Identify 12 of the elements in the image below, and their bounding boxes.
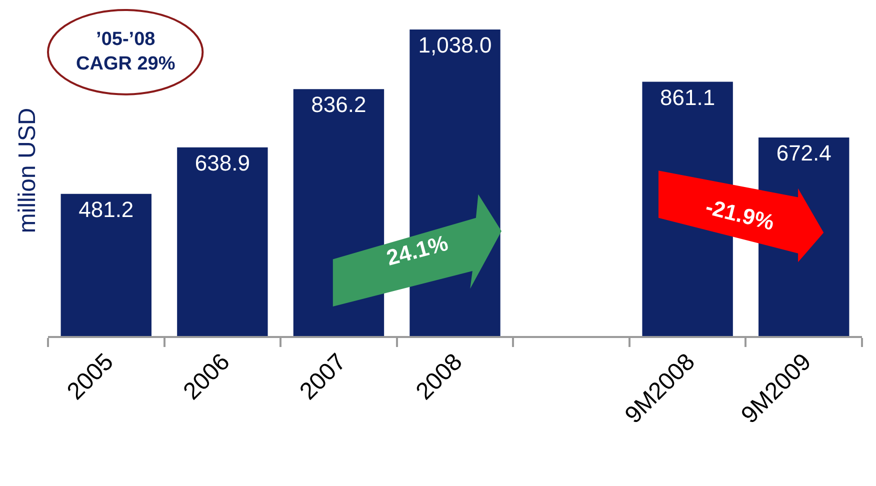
annotation: -21.9% [703,194,777,236]
annotation: ’05-’08 CAGR 29% [76,29,176,75]
data-label: 638.9 [194,150,250,176]
data-label: 861.1 [660,84,716,110]
y-axis-title: million USD [14,108,42,234]
data-label: 481.2 [78,196,134,222]
data-label: 836.2 [311,92,366,118]
data-label: 1,038.0 [418,32,492,58]
bar [177,147,268,336]
annotation: 24.1% [384,230,451,270]
data-label: 672.4 [776,140,832,166]
bar [60,194,152,336]
